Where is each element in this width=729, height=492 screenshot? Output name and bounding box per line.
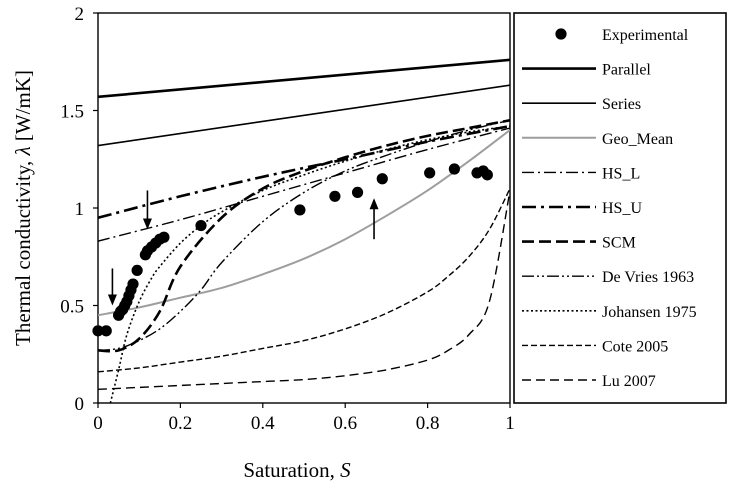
annotation-arrow-head-2 [369, 198, 379, 210]
legend-label-de-vries-1963: De Vries 1963 [602, 269, 694, 286]
series-line-series [98, 84, 510, 147]
series-curves [98, 58, 510, 403]
series-line-parallel [98, 58, 510, 99]
x-tick-label-1: 0.2 [169, 413, 193, 434]
y-tick-label-0: 0 [75, 394, 85, 415]
legend-label-geo-mean: Geo_Mean [602, 131, 673, 148]
x-tick-label-5: 1 [505, 413, 515, 434]
experimental-point-18 [294, 204, 306, 216]
experimental-point-23 [448, 163, 460, 175]
experimental-point-9 [127, 278, 139, 290]
experimental-point-21 [376, 173, 388, 185]
experimental-point-1 [100, 325, 112, 337]
series-line-hs-u [98, 124, 510, 220]
series-line-cote-2005 [98, 188, 510, 373]
y-tick-label-2: 1 [75, 199, 85, 220]
series-line-lu-2007 [98, 190, 510, 391]
y-tick-label-4: 2 [75, 4, 85, 25]
x-tick-label-4: 0.8 [416, 413, 440, 434]
legend-label-lu-2007: Lu 2007 [602, 373, 656, 390]
x-tick-label-0: 0 [93, 413, 103, 434]
y-tick-label-3: 1.5 [60, 102, 84, 123]
legend-label-scm: SCM [602, 235, 636, 252]
legend: Experimental Parallel Series Geo_Mean HS_L HS… [522, 27, 697, 390]
annotation-arrow-head-1 [142, 218, 152, 230]
series-line-hs-l [98, 127, 510, 242]
experimental-points [92, 163, 493, 337]
x-tick-label-3: 0.6 [333, 413, 357, 434]
legend-label-experimental: Experimental [602, 27, 689, 44]
experimental-point-19 [329, 190, 341, 202]
x-axis-ticks: 0 0.2 0.4 0.6 0.8 1 [93, 403, 515, 434]
x-axis-label: Saturation, S [243, 458, 351, 482]
y-tick-label-1: 0.5 [60, 297, 84, 318]
experimental-point-16 [158, 231, 170, 243]
x-tick-label-2: 0.4 [251, 413, 275, 434]
experimental-point-17 [195, 219, 207, 232]
legend-label-hs-l: HS_L [602, 165, 640, 182]
y-axis-ticks: 0 0.5 1 1.5 2 [60, 4, 98, 415]
annotations [107, 190, 379, 306]
legend-label-parallel: Parallel [602, 62, 651, 79]
series-line-scm [98, 118, 510, 353]
experimental-point-22 [424, 167, 436, 179]
legend-label-hs-u: HS_U [602, 200, 642, 217]
experimental-point-0 [92, 325, 104, 337]
experimental-point-26 [481, 169, 493, 181]
series-line-geo-mean [98, 129, 510, 317]
y-axis-label: Thermal conductivity, λ [W/mK] [11, 70, 35, 346]
legend-label-johansen-1975: Johansen 1975 [602, 304, 697, 321]
legend-label-series: Series [602, 96, 641, 113]
experimental-point-10 [131, 264, 143, 276]
legend-marker-experimental [555, 28, 567, 40]
annotation-arrow-head-0 [107, 294, 117, 306]
legend-label-cote-2005: Cote 2005 [602, 338, 668, 355]
experimental-point-20 [351, 186, 364, 198]
series-line-de-vries-1963 [98, 119, 510, 352]
